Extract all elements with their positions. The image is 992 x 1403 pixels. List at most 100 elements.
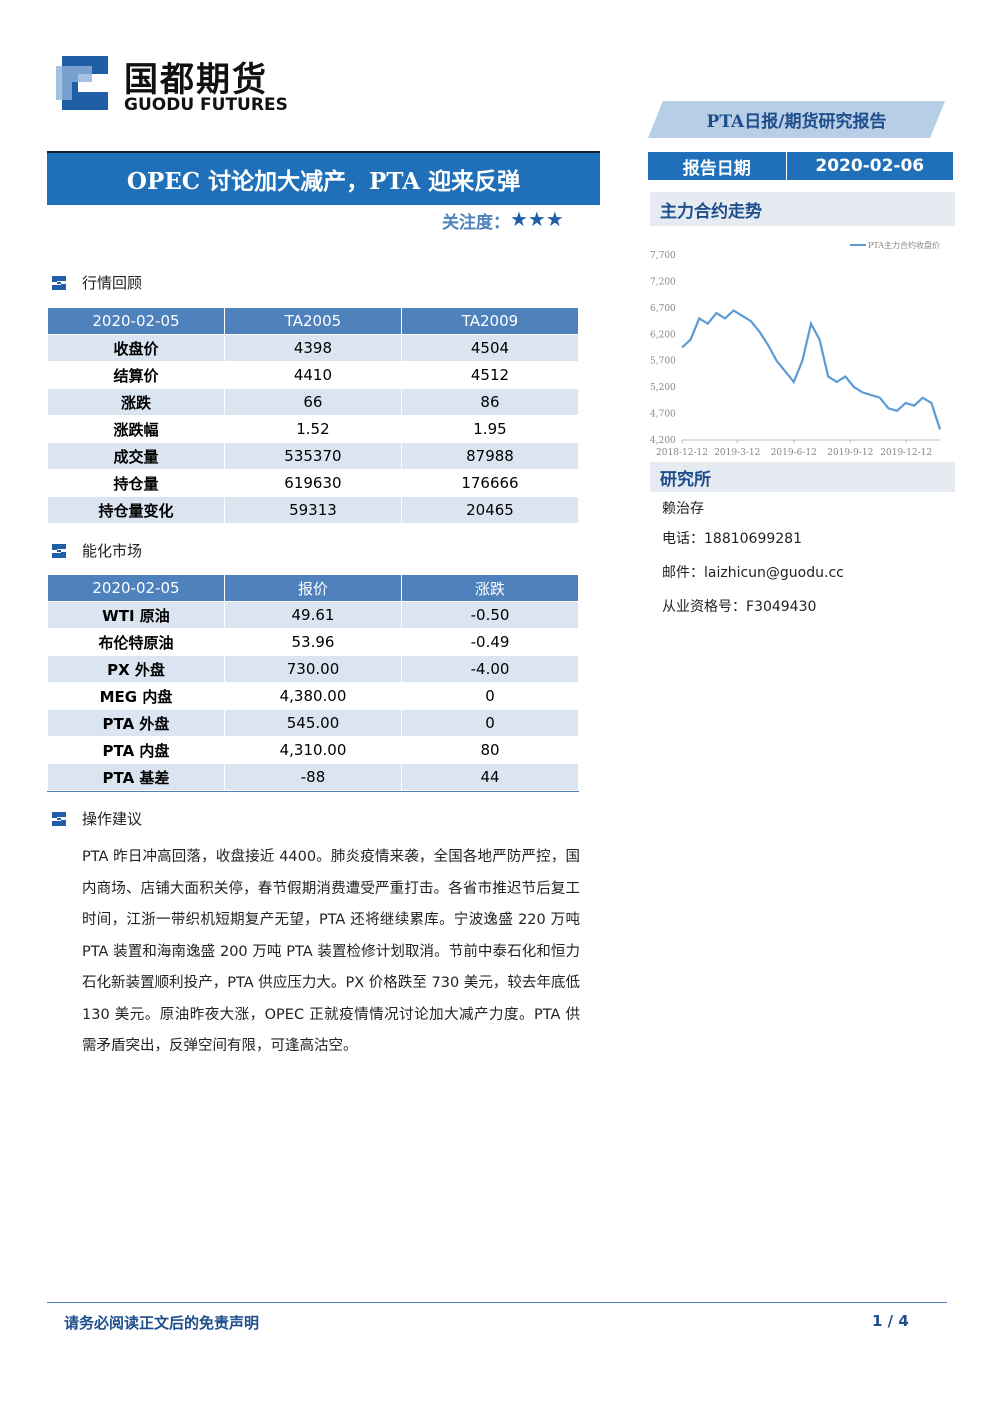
table-cell: 涨跌 <box>47 388 225 416</box>
table-cell: 1.52 <box>223 415 402 443</box>
market-table: 2020-02-05 TA2005 TA2009 收盘价 4398 4504 结算价 4410… <box>47 307 580 524</box>
table-cell: 布伦特原油 <box>47 628 225 656</box>
date: 2020-02-06 <box>815 156 925 176</box>
table-cell: 20465 <box>400 496 580 524</box>
icon <box>52 275 66 290</box>
email: 邮件：laizhicun@guodu.cc <box>662 565 844 581</box>
logo-cn: 国都期货 <box>124 60 268 100</box>
y-tick-label: 6,700 <box>650 304 676 314</box>
x-tick-label: 2019-9-12 <box>827 448 873 458</box>
phone: 电话：18810699281 <box>662 531 802 547</box>
table-cell: 2020-02-05 <box>47 574 225 602</box>
date-label: 报告日期 <box>648 152 787 180</box>
table-cell: 成交量 <box>47 442 225 470</box>
advice-text: PTA 昨日冲高回落，收盘接近 4400。肺炎疫情来袭，全国各地严防严控，国内商… <box>82 849 580 1054</box>
table-cell: WTI 原油 <box>47 601 225 629</box>
attention-label: 关注度： <box>442 213 510 233</box>
x-tick-label: 2019-3-12 <box>714 448 760 458</box>
table-cell: PTA 内盘 <box>47 736 225 764</box>
table-row: 持仓量变化 59313 20465 <box>47 496 580 524</box>
table-cell: -0.49 <box>401 628 579 656</box>
table-row: 成交量 535370 87988 <box>47 442 580 470</box>
divider <box>47 791 579 792</box>
table-row: WTI 原油 49.61 -0.50 <box>47 601 579 629</box>
table-row: 结算价 4410 4512 <box>47 361 580 389</box>
disclaimer: 请务必阅读正文后的免责声明 <box>64 1314 260 1332</box>
table-cell: 545.00 <box>223 709 403 737</box>
license: 从业资格号：F3049430 <box>662 599 817 615</box>
table-cell: 涨跌幅 <box>47 415 225 443</box>
line-series <box>681 309 942 430</box>
table-cell: 4504 <box>400 334 580 362</box>
table-cell: 报价 <box>223 574 403 602</box>
y-tick-label: 6,200 <box>650 330 676 340</box>
table-cell: TA2005 <box>223 307 402 335</box>
table-row: PTA 基差 -88 44 <box>47 763 579 791</box>
table-cell: 1.95 <box>400 415 580 443</box>
table-cell: TA2009 <box>400 307 580 335</box>
report-title: OPEC 讨论加大减产，PTA 迎来反弹 <box>47 151 600 205</box>
table-row: PTA 外盘 545.00 0 <box>47 709 579 737</box>
divider <box>47 1302 947 1303</box>
table-cell: 持仓量变化 <box>47 496 225 524</box>
table-cell: -4.00 <box>401 655 579 683</box>
table-cell: MEG 内盘 <box>47 682 225 710</box>
table-cell: 53.96 <box>223 628 403 656</box>
table-cell: 86 <box>400 388 580 416</box>
table-cell: PX 外盘 <box>47 655 225 683</box>
section-heading: 能化市场 <box>50 540 142 561</box>
section-heading: 操作建议 <box>50 808 142 829</box>
table-row: 持仓量 619630 176666 <box>47 469 580 497</box>
chart-heading: 主力合约走势 <box>650 192 955 226</box>
attention: 关注度： ★★★ <box>442 208 564 233</box>
table-row: 2020-02-05 报价 涨跌 <box>47 574 579 602</box>
y-tick-label: 4,200 <box>650 436 676 446</box>
x-tick-label: 2018-12-12 <box>656 448 708 458</box>
y-tick-label: 4,700 <box>650 410 676 420</box>
table-cell: PTA 基差 <box>47 763 225 791</box>
table-cell: 4,310.00 <box>223 736 403 764</box>
table-row: MEG 内盘 4,380.00 0 <box>47 682 579 710</box>
date-bar: 报告日期 2020-02-06 <box>648 152 953 180</box>
table-cell: 49.61 <box>223 601 403 629</box>
table-row: 收盘价 4398 4504 <box>47 334 580 362</box>
table-cell: 66 <box>223 388 402 416</box>
x-tick-label: 2019-6-12 <box>771 448 817 458</box>
table-cell: -0.50 <box>401 601 579 629</box>
page-number: 1 / 4 <box>872 1312 909 1330</box>
table-cell: 4512 <box>400 361 580 389</box>
table-cell: 619630 <box>223 469 402 497</box>
table-cell: 收盘价 <box>47 334 225 362</box>
y-tick-label: 5,700 <box>650 357 676 367</box>
research-heading: 研究所 <box>650 462 955 492</box>
heading-text: 能化市场 <box>82 542 143 560</box>
legend-label: PTA主力合约收盘价 <box>868 240 940 250</box>
attention-stars: ★★★ <box>510 207 564 231</box>
table-row: 涨跌幅 1.52 1.95 <box>47 415 580 443</box>
table-cell: 87988 <box>400 442 580 470</box>
logo-icon <box>56 56 108 110</box>
table-cell: 176666 <box>400 469 580 497</box>
table-cell: 59313 <box>223 496 402 524</box>
chart: 4,200 4,700 5,200 5,700 6,200 6,700 7,200 7,700… <box>650 240 942 458</box>
table-cell: 80 <box>401 736 579 764</box>
table-row: PTA 内盘 4,310.00 80 <box>47 736 579 764</box>
icon <box>52 811 66 826</box>
heading-text: 操作建议 <box>82 810 143 828</box>
section-heading: 行情回顾 <box>50 272 142 293</box>
energy-table: 2020-02-05 报价 涨跌 WTI 原油 49.61 -0.50 布伦特原油 53.96… <box>47 574 579 791</box>
table-cell: 4410 <box>223 361 402 389</box>
table-cell: 0 <box>401 709 579 737</box>
icon <box>52 543 66 558</box>
table-row: 涨跌 66 86 <box>47 388 580 416</box>
table-cell: 持仓量 <box>47 469 225 497</box>
heading-text: 行情回顾 <box>82 274 143 292</box>
analyst: 赖治存 <box>662 501 704 517</box>
table-cell: 44 <box>401 763 579 791</box>
table-row: PX 外盘 730.00 -4.00 <box>47 655 579 683</box>
table-row: 2020-02-05 TA2005 TA2009 <box>47 307 580 335</box>
table-cell: -88 <box>223 763 403 791</box>
table-cell: 4398 <box>223 334 402 362</box>
y-tick-label: 7,200 <box>650 277 676 287</box>
